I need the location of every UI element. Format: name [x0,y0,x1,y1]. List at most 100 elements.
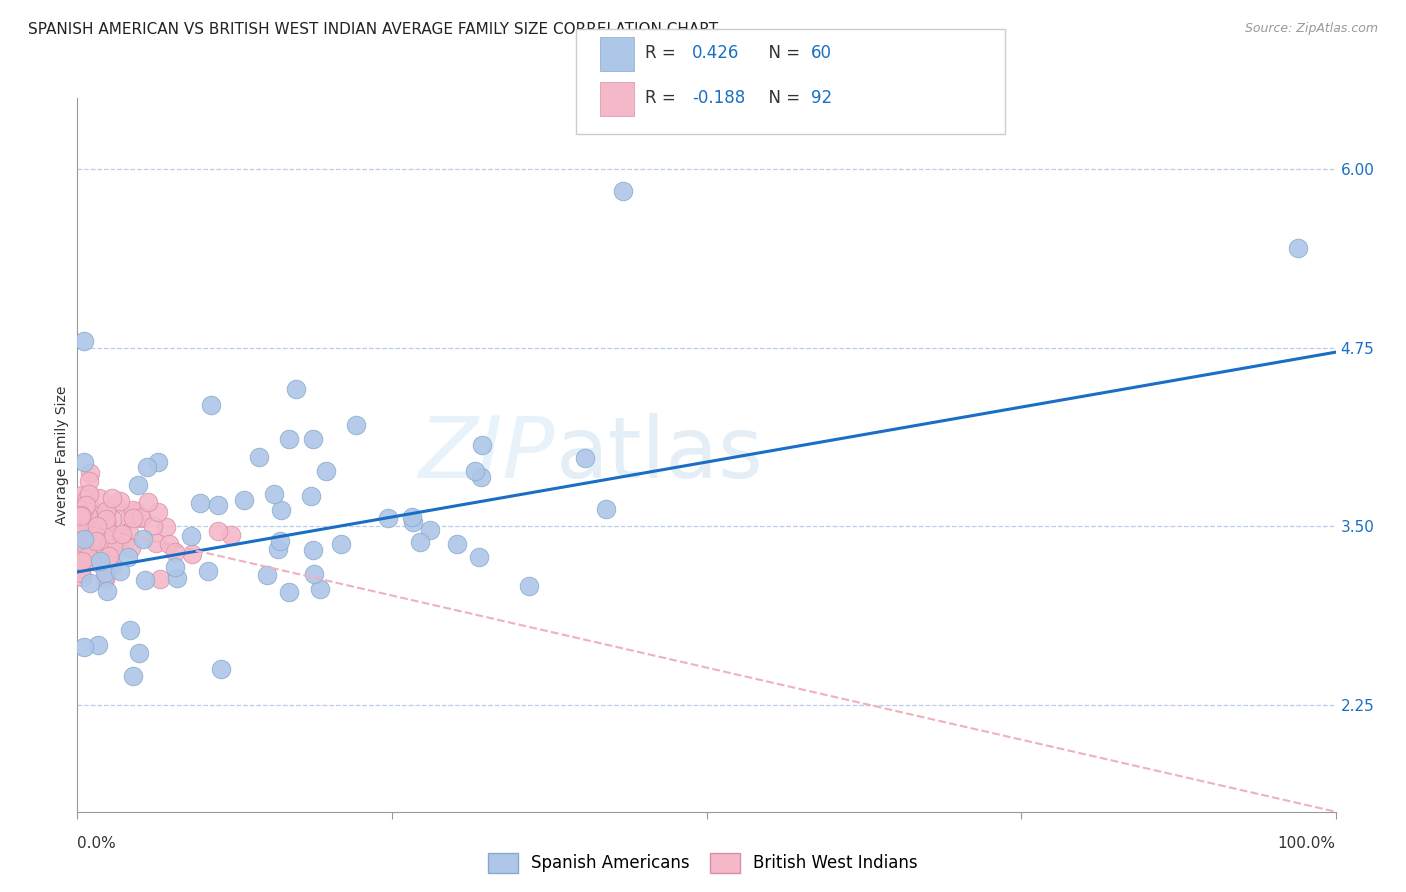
Point [96,504,118,518]
Point [101,512,124,526]
Point [98,537,121,551]
Point [146,505,169,519]
Point [90,541,112,555]
Point [75,498,97,512]
Point [142,518,165,533]
Point [86,519,108,533]
Point [446,536,468,550]
Point [94,566,117,581]
Point [91,534,114,549]
Point [207,524,229,538]
Point [70,516,93,530]
Point [89,491,111,506]
Point [302,543,325,558]
Point [77,549,100,563]
Point [72,524,94,538]
Point [595,502,617,516]
Point [120,623,142,637]
Point [302,566,325,581]
Point [377,511,399,525]
Point [221,527,243,541]
Point [574,451,596,466]
Point [75,515,97,529]
Text: N =: N = [758,45,806,62]
Point [148,572,170,586]
Point [84,533,107,548]
Point [122,669,145,683]
Text: Source: ZipAtlas.com: Source: ZipAtlas.com [1244,22,1378,36]
Point [155,520,177,534]
Point [285,382,308,396]
Point [165,545,187,559]
Point [73,334,96,348]
Point [82,502,104,516]
Point [79,475,101,489]
Text: ZIP: ZIP [419,413,555,497]
Point [76,523,98,537]
Point [80,534,103,549]
Point [94,572,117,586]
Point [76,487,98,501]
Point [73,544,96,558]
Point [70,529,93,543]
Point [315,464,337,478]
Text: R =: R = [645,89,682,107]
Point [72,553,94,567]
Point [70,566,93,580]
Point [301,432,323,446]
Point [344,417,367,432]
Point [70,565,93,579]
Point [70,552,93,566]
Point [269,534,291,549]
Point [83,519,105,533]
Point [72,523,94,537]
Point [131,533,153,547]
Point [79,576,101,591]
Point [309,582,332,596]
Point [82,529,104,543]
Point [121,510,143,524]
Text: 100.0%: 100.0% [1278,836,1336,851]
Point [86,555,108,569]
Point [118,525,141,540]
Point [1286,242,1309,256]
Point [105,541,128,555]
Point [270,502,292,516]
Point [70,509,93,524]
Text: 60: 60 [811,45,832,62]
Point [96,516,118,530]
Point [94,516,117,530]
Point [200,398,222,412]
Legend: Spanish Americans, British West Indians: Spanish Americans, British West Indians [481,847,925,880]
Point [180,547,202,561]
Point [188,496,211,510]
Point [70,525,93,540]
Point [166,571,188,585]
Point [70,524,93,539]
Point [128,647,150,661]
Text: 0.426: 0.426 [692,45,740,62]
Point [517,579,540,593]
Point [89,507,111,521]
Point [146,455,169,469]
Point [409,535,432,549]
Point [131,510,153,524]
Point [330,537,353,551]
Point [163,560,186,574]
Point [83,525,105,540]
Point [80,519,103,533]
Point [73,532,96,546]
Point [94,511,117,525]
Point [117,549,139,564]
Point [207,499,229,513]
Point [111,527,134,541]
Point [75,493,97,508]
Point [98,549,121,564]
Text: 92: 92 [811,89,832,107]
Text: atlas: atlas [555,413,763,497]
Point [72,503,94,517]
Point [402,515,425,529]
Point [110,493,132,508]
Point [138,495,160,509]
Point [278,585,301,599]
